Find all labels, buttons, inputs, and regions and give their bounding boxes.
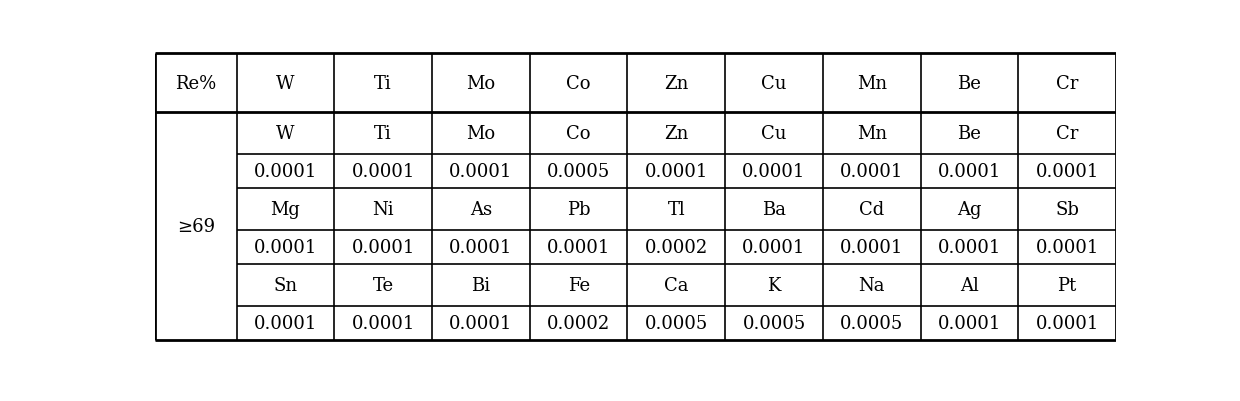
Text: Mg: Mg: [270, 200, 300, 219]
Text: 0.0001: 0.0001: [743, 163, 806, 180]
Text: 0.0001: 0.0001: [352, 163, 415, 180]
Text: 0.0001: 0.0001: [743, 238, 806, 256]
Text: 0.0001: 0.0001: [449, 163, 512, 180]
Text: W: W: [277, 125, 295, 143]
Text: Pt: Pt: [1058, 276, 1076, 294]
Text: 0.0001: 0.0001: [645, 163, 708, 180]
Text: Cr: Cr: [1056, 75, 1079, 93]
Text: Ni: Ni: [372, 200, 394, 219]
Text: Zn: Zn: [665, 75, 688, 93]
Text: Fe: Fe: [568, 276, 590, 294]
Text: Sn: Sn: [274, 276, 298, 294]
Text: 0.0001: 0.0001: [839, 238, 904, 256]
Text: Be: Be: [957, 125, 981, 143]
Text: 0.0001: 0.0001: [839, 163, 904, 180]
Text: Be: Be: [957, 75, 981, 93]
Text: Al: Al: [960, 276, 978, 294]
Text: Ca: Ca: [665, 276, 688, 294]
Text: Mn: Mn: [857, 125, 887, 143]
Text: 0.0001: 0.0001: [547, 238, 610, 256]
Text: 0.0005: 0.0005: [645, 314, 708, 332]
Text: Sb: Sb: [1055, 200, 1079, 219]
Text: Ba: Ba: [763, 200, 786, 219]
Text: 0.0001: 0.0001: [254, 314, 317, 332]
Text: Na: Na: [858, 276, 885, 294]
Text: 0.0001: 0.0001: [254, 238, 317, 256]
Text: Cu: Cu: [761, 75, 787, 93]
Text: 0.0001: 0.0001: [449, 314, 512, 332]
Text: Ti: Ti: [374, 75, 392, 93]
Text: Mo: Mo: [466, 125, 496, 143]
Text: 0.0005: 0.0005: [547, 163, 610, 180]
Text: 0.0001: 0.0001: [937, 238, 1001, 256]
Text: As: As: [470, 200, 492, 219]
Text: 0.0001: 0.0001: [937, 163, 1001, 180]
Text: 0.0005: 0.0005: [841, 314, 904, 332]
Text: 0.0002: 0.0002: [547, 314, 610, 332]
Text: Ti: Ti: [374, 125, 392, 143]
Text: 0.0001: 0.0001: [254, 163, 317, 180]
Text: W: W: [277, 75, 295, 93]
Text: Zn: Zn: [665, 125, 688, 143]
Text: Mn: Mn: [857, 75, 887, 93]
Text: Cr: Cr: [1056, 125, 1079, 143]
Text: Cd: Cd: [859, 200, 884, 219]
Text: Co: Co: [567, 125, 591, 143]
Text: ≥69: ≥69: [177, 217, 215, 235]
Text: 0.0001: 0.0001: [1035, 238, 1099, 256]
Text: 0.0001: 0.0001: [352, 238, 415, 256]
Text: 0.0001: 0.0001: [1035, 314, 1099, 332]
Text: Re%: Re%: [175, 75, 217, 93]
Text: Cu: Cu: [761, 125, 787, 143]
Text: Co: Co: [567, 75, 591, 93]
Text: Te: Te: [373, 276, 394, 294]
Text: Mo: Mo: [466, 75, 496, 93]
Text: Tl: Tl: [667, 200, 686, 219]
Text: 0.0002: 0.0002: [645, 238, 708, 256]
Text: 0.0001: 0.0001: [1035, 163, 1099, 180]
Text: Pb: Pb: [567, 200, 590, 219]
Text: K: K: [768, 276, 781, 294]
Text: Ag: Ag: [957, 200, 982, 219]
Text: 0.0005: 0.0005: [743, 314, 806, 332]
Text: 0.0001: 0.0001: [937, 314, 1001, 332]
Text: Bi: Bi: [471, 276, 491, 294]
Text: 0.0001: 0.0001: [352, 314, 415, 332]
Text: 0.0001: 0.0001: [449, 238, 512, 256]
